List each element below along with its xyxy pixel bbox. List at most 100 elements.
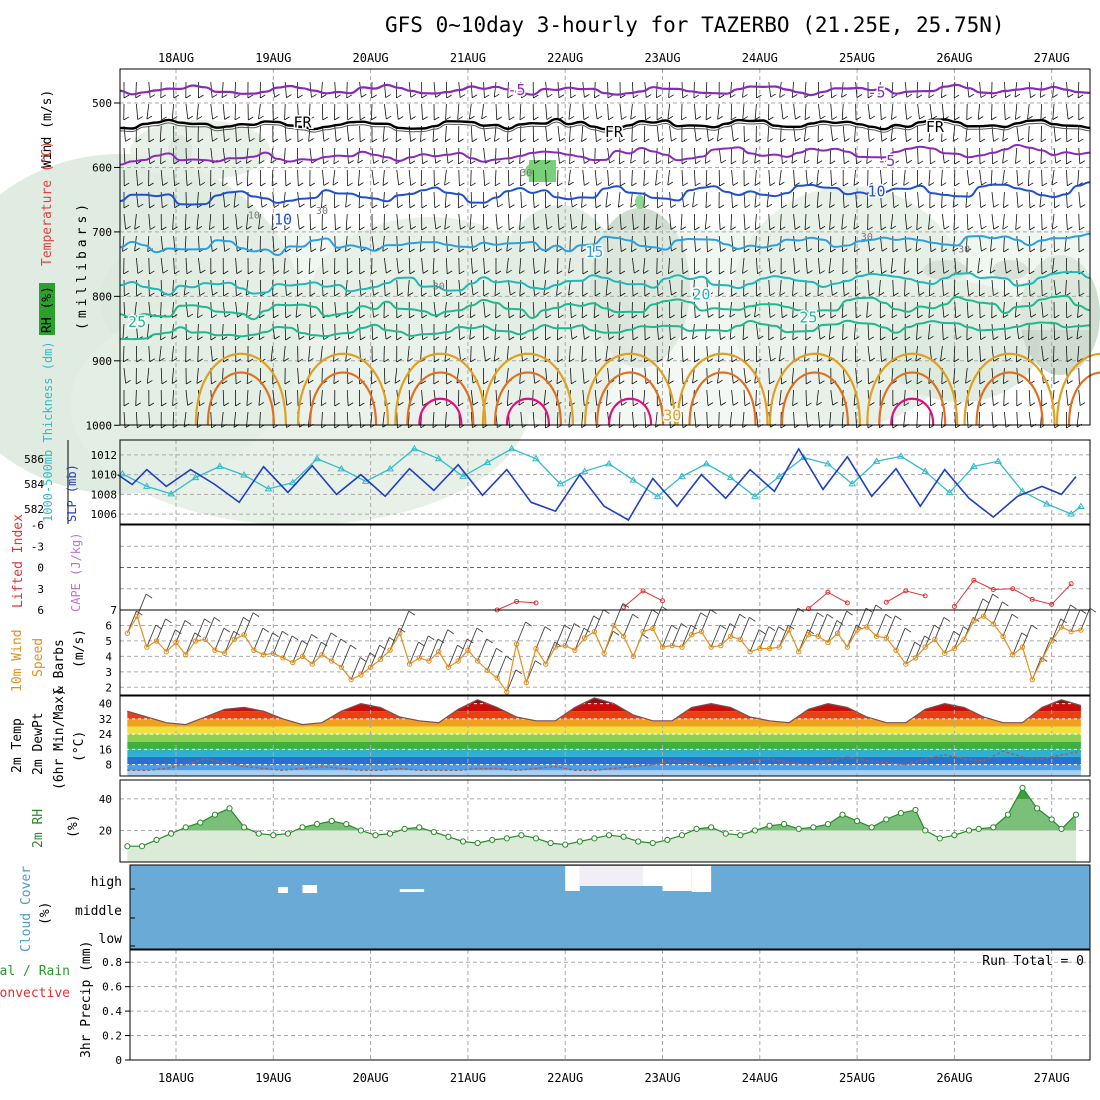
wind-barb-flag — [582, 292, 588, 297]
wind-barb-flag — [681, 138, 688, 143]
wind-barb-flag — [1077, 314, 1083, 318]
wind-barb-flag — [371, 270, 377, 275]
wind-barb-flag — [211, 314, 217, 319]
wind-barb — [867, 367, 870, 384]
wind-barb — [966, 279, 970, 296]
wind-barb-flag — [495, 314, 501, 319]
wind-barb-flag — [881, 182, 888, 186]
wind-barb — [991, 279, 994, 296]
wind-barb — [1078, 367, 1080, 384]
wind-barb — [828, 345, 832, 362]
wind-barb — [396, 257, 399, 274]
wind-barb — [322, 257, 324, 274]
wind-barb-flag — [980, 402, 986, 407]
wind-barb-flag — [398, 226, 404, 230]
wind-barb-flag — [198, 94, 204, 99]
wind-barb-flag — [495, 160, 501, 165]
day-label: 22AUG — [547, 1071, 583, 1085]
wind-barb — [979, 301, 981, 318]
lifted-index-point — [514, 599, 520, 604]
wind-barb — [829, 191, 832, 208]
wind10m-barb — [1061, 604, 1071, 628]
wind-barb-flag — [371, 116, 377, 121]
wind-barb-flag — [657, 314, 663, 319]
wind-barb-flag — [732, 402, 739, 406]
wind-barb-flag — [160, 336, 166, 341]
wind-barb — [308, 103, 311, 120]
wind10m-barb-flag — [301, 640, 309, 645]
wind10m-point — [212, 647, 218, 653]
wind-barb — [605, 191, 608, 208]
wind10m-point — [1019, 644, 1026, 650]
thickness-marker — [434, 454, 443, 462]
cape-axis-label: CAPE (J/kg) — [69, 533, 83, 612]
wind-barb — [605, 389, 608, 406]
isotherm-line — [119, 232, 1091, 257]
wind-barb — [718, 235, 721, 252]
wind10m-barb — [438, 629, 449, 652]
wind-barb-flag — [533, 138, 539, 143]
wind-barb — [804, 103, 807, 120]
wind-barb-flag — [854, 336, 860, 340]
wind-barb — [160, 257, 164, 274]
wind-barb-flag — [804, 204, 811, 209]
wind-barb — [853, 213, 856, 230]
wind10m-barb-flag — [778, 626, 785, 632]
rh2m-point — [255, 830, 262, 837]
wind-barb — [743, 345, 745, 362]
thickness-marker — [653, 492, 662, 499]
wind-barb — [333, 367, 336, 384]
rh-band — [120, 230, 1090, 330]
isotherm-label: FR — [293, 113, 312, 131]
wind-barb — [532, 301, 535, 318]
wind-barb — [829, 147, 832, 164]
day-label: 27AUG — [1034, 51, 1070, 65]
wind-barb — [1002, 213, 1005, 230]
wind-barb — [134, 301, 137, 318]
wind-barb — [483, 147, 486, 164]
wind-barb-flag — [707, 402, 714, 406]
wind-barb-flag — [594, 270, 601, 275]
wind-barb-flag — [644, 336, 651, 341]
wind-barb — [197, 345, 199, 362]
wind-barb — [892, 147, 895, 164]
rh2m-point — [518, 832, 525, 839]
wind-barb-flag — [224, 116, 230, 120]
wind-barb — [854, 125, 856, 142]
wind10m-barb-flag — [525, 621, 532, 627]
wind10m-barb-flag — [924, 635, 931, 641]
wind-barb-flag — [769, 292, 776, 297]
wind-barb — [804, 191, 807, 208]
wind-barb-flag — [670, 336, 676, 341]
wind-barb-flag — [336, 138, 342, 142]
wind-barb — [433, 191, 436, 208]
wind10m-point — [348, 676, 354, 683]
thickness-marker — [994, 457, 1003, 464]
wind-barb — [246, 147, 249, 164]
thickness-axis-label: 1000-500mb Thickness (dm) — [41, 341, 55, 522]
wind-barb-flag — [137, 116, 143, 120]
wind-barb — [134, 213, 137, 230]
wind10m-point — [1010, 652, 1016, 658]
wind-barb-flag — [543, 402, 550, 406]
wind10m-barb — [934, 617, 945, 640]
tick-label: 0 — [37, 562, 44, 575]
wind10m-barb-flag — [982, 598, 990, 604]
thickness-marker — [1042, 499, 1051, 507]
wind10m-barb-flag — [690, 624, 698, 630]
temp-bands — [127, 697, 1081, 776]
wind-barb — [880, 191, 883, 208]
wind-barb — [345, 213, 348, 230]
wind-barb-flag — [1005, 94, 1011, 98]
wind-barb — [508, 213, 510, 230]
wind-barb — [320, 81, 323, 98]
wind-barb — [630, 103, 633, 120]
wind-barb — [185, 103, 189, 120]
rh2m-area — [127, 787, 1077, 862]
wind10m-barb-flag — [457, 644, 464, 650]
wind-barb-flag — [385, 335, 392, 340]
wind-barb-flag — [881, 358, 887, 362]
wind-barb-flag — [249, 138, 255, 142]
rh-blob — [130, 120, 270, 180]
